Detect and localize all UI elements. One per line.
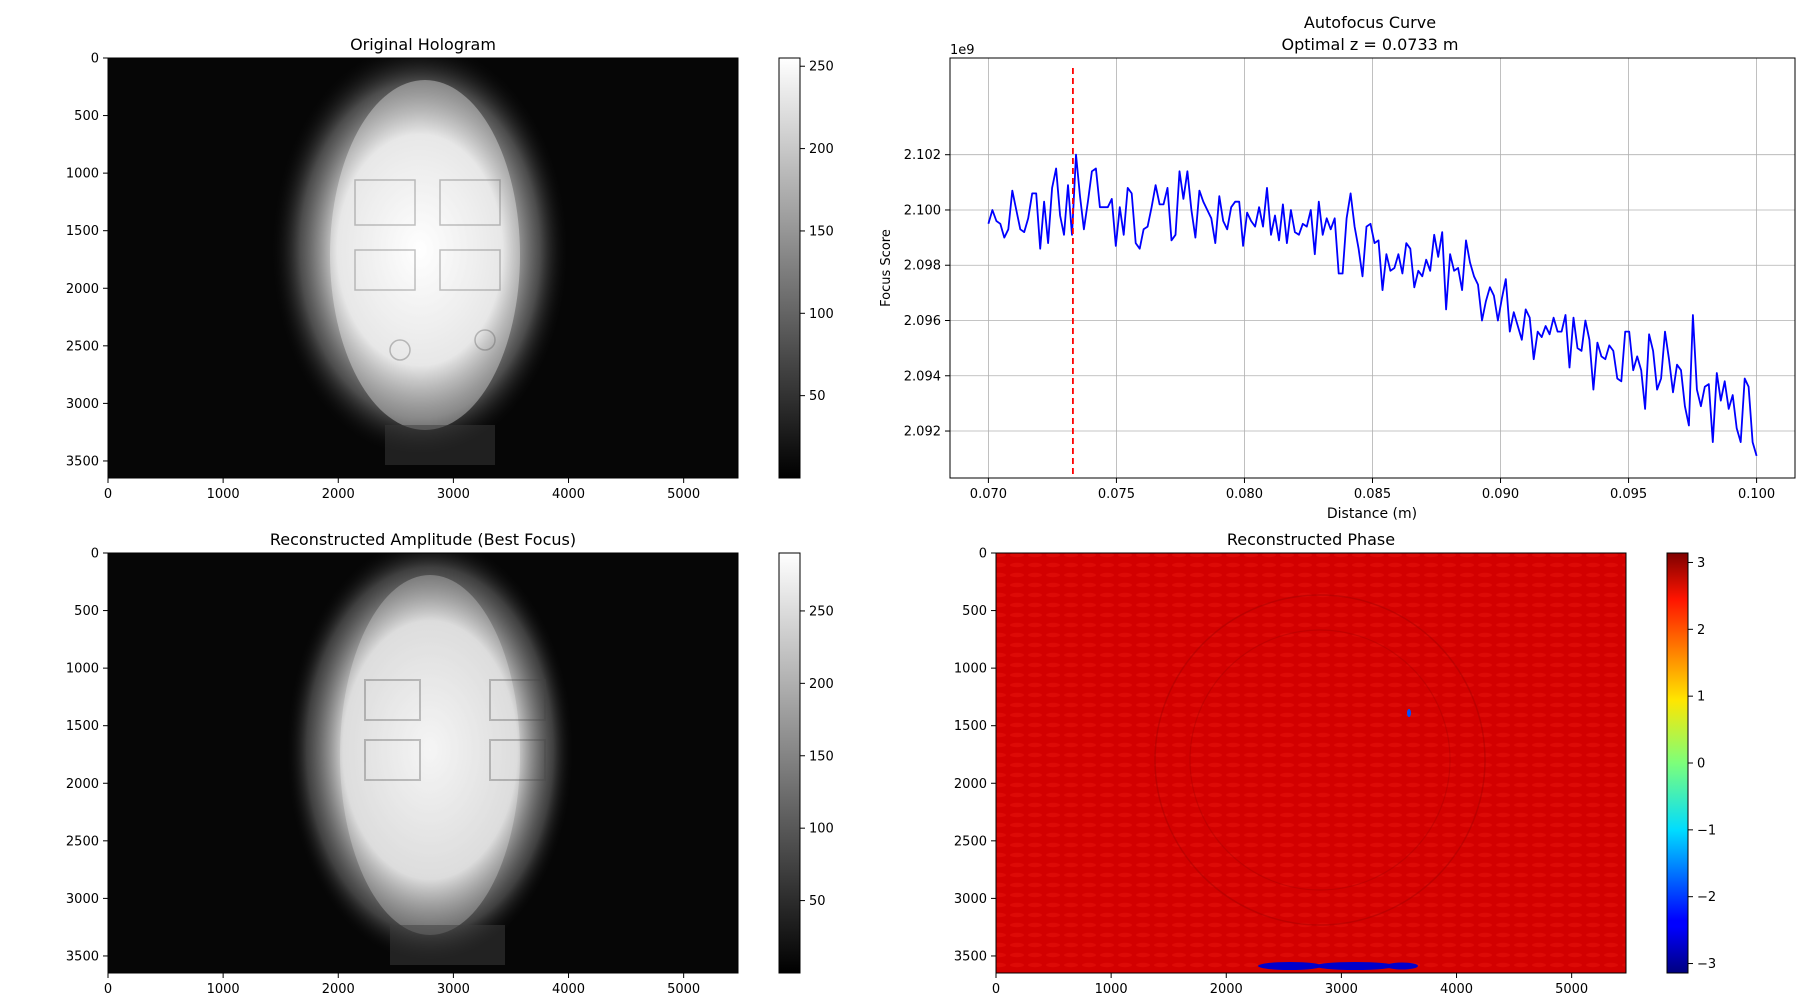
amplitude-title: Reconstructed Amplitude (Best Focus)	[270, 530, 576, 549]
colorbar-tick-label: 200	[809, 677, 834, 692]
y-tick-label: 1500	[954, 719, 987, 734]
autofocus-xlabel: Distance (m)	[1327, 506, 1417, 522]
y-tick-label: 500	[962, 604, 987, 619]
amplitude-image	[108, 553, 738, 973]
colorbar-tick-label: 50	[809, 389, 826, 404]
y-tick-label: 2000	[954, 777, 987, 792]
panel-original-hologram: Original Hologram 0 1000 2000 3000 4000 50000…	[66, 35, 834, 502]
y-tick-label: 3000	[66, 892, 99, 907]
colorbar-tick-label: 100	[809, 822, 834, 837]
x-tick-label: 1000	[1095, 982, 1128, 997]
x-tick-label: 4000	[1440, 982, 1473, 997]
y-tick-label: 2500	[66, 339, 99, 354]
y-tick-label: 0	[91, 547, 99, 562]
panel-reconstructed-amplitude: Reconstructed Amplitude (Best Focus) 0 10…	[66, 530, 834, 997]
x-tick-label: 0.085	[1354, 487, 1391, 502]
colorbar-tick-label: 100	[809, 307, 834, 322]
x-tick-label: 5000	[667, 487, 700, 502]
colorbar-tick-label: 2	[1697, 623, 1705, 638]
autofocus-ylabel: Focus Score	[879, 229, 894, 307]
y-tick-label: 1000	[66, 167, 99, 182]
focus-score-line	[987, 153, 1758, 457]
y-tick-label: 3000	[66, 397, 99, 412]
x-tick-label: 4000	[552, 487, 585, 502]
hologram-colorbar	[778, 57, 801, 479]
y-tick-label: 3500	[954, 949, 987, 964]
x-tick-label: 5000	[667, 982, 700, 997]
phase-axes: 0 1000 2000 3000 4000 5000 0 500 1000 1500 2000 250…	[954, 547, 1716, 998]
colorbar-tick-label: −3	[1697, 957, 1716, 972]
phase-title: Reconstructed Phase	[1227, 530, 1395, 549]
y-tick-label: 3500	[66, 454, 99, 469]
hologram-title: Original Hologram	[350, 35, 496, 54]
colorbar-tick-label: 200	[809, 142, 834, 157]
x-tick-label: 0.075	[1098, 487, 1135, 502]
y-tick-label: 3000	[954, 892, 987, 907]
hologram-image	[108, 58, 738, 478]
colorbar-tick-label: 150	[809, 224, 834, 239]
y-tick-label: 2.098	[904, 259, 941, 274]
y-tick-label: 2.100	[904, 203, 941, 218]
autofocus-offset-label: 1e9	[950, 43, 975, 58]
autofocus-axes: 0.070 0.075 0.080 0.085 0.090 0.095 0.100 2.092…	[904, 57, 1796, 502]
colorbar-tick-label: −2	[1697, 890, 1716, 905]
colorbar-tick-label: 0	[1697, 757, 1705, 772]
colorbar-tick-label: 250	[809, 60, 834, 75]
x-tick-label: 2000	[322, 982, 355, 997]
hologram-axes: 0 1000 2000 3000 4000 5000 0 500 1000 1500 2000 250…	[66, 52, 834, 503]
x-tick-label: 5000	[1555, 982, 1588, 997]
colorbar-tick-label: 50	[809, 894, 826, 909]
x-tick-label: 0.070	[970, 487, 1007, 502]
x-tick-label: 0.095	[1610, 487, 1647, 502]
autofocus-title-line1: Autofocus Curve	[1304, 13, 1436, 32]
y-tick-label: 3500	[66, 949, 99, 964]
panel-reconstructed-phase: Reconstructed Phase 0 1000 2000 3000 4000 500…	[954, 530, 1716, 997]
colorbar-tick-label: 3	[1697, 556, 1705, 571]
x-tick-label: 0.080	[1226, 487, 1263, 502]
y-tick-label: 500	[74, 604, 99, 619]
phase-colorbar	[1666, 552, 1689, 974]
panel-autofocus-curve: Autofocus Curve Optimal z = 0.0733 m 1e9…	[879, 13, 1796, 522]
y-tick-label: 2.096	[904, 314, 941, 329]
y-tick-label: 1500	[66, 719, 99, 734]
y-tick-label: 1500	[66, 224, 99, 239]
y-tick-label: 2.102	[904, 148, 941, 163]
x-tick-label: 2000	[1210, 982, 1243, 997]
x-tick-label: 1000	[207, 982, 240, 997]
x-tick-label: 1000	[207, 487, 240, 502]
x-tick-label: 0.090	[1482, 487, 1519, 502]
y-tick-label: 2000	[66, 777, 99, 792]
colorbar-tick-label: 250	[809, 604, 834, 619]
x-tick-label: 0	[104, 982, 112, 997]
y-tick-label: 0	[979, 547, 987, 562]
y-tick-label: 2000	[66, 282, 99, 297]
y-tick-label: 1000	[66, 662, 99, 677]
colorbar-tick-label: −1	[1697, 823, 1716, 838]
phase-image	[996, 553, 1626, 973]
autofocus-frame	[949, 57, 1796, 479]
y-tick-label: 0	[91, 52, 99, 67]
y-tick-label: 2.092	[904, 425, 941, 440]
x-tick-label: 4000	[552, 982, 585, 997]
y-tick-label: 2500	[954, 834, 987, 849]
x-tick-label: 2000	[322, 487, 355, 502]
autofocus-title-line2: Optimal z = 0.0733 m	[1281, 35, 1458, 54]
y-tick-label: 2.094	[904, 369, 941, 384]
x-tick-label: 3000	[437, 982, 470, 997]
x-tick-label: 0	[992, 982, 1000, 997]
x-tick-label: 3000	[1325, 982, 1358, 997]
x-tick-label: 0	[104, 487, 112, 502]
colorbar-tick-label: 150	[809, 749, 834, 764]
colorbar-tick-label: 1	[1697, 690, 1705, 705]
amplitude-colorbar	[778, 552, 801, 974]
amplitude-axes: 0 1000 2000 3000 4000 5000 0 500 1000 1500 2000 250…	[66, 547, 834, 998]
x-tick-label: 3000	[437, 487, 470, 502]
y-tick-label: 1000	[954, 662, 987, 677]
x-tick-label: 0.100	[1738, 487, 1775, 502]
y-tick-label: 2500	[66, 834, 99, 849]
y-tick-label: 500	[74, 109, 99, 124]
